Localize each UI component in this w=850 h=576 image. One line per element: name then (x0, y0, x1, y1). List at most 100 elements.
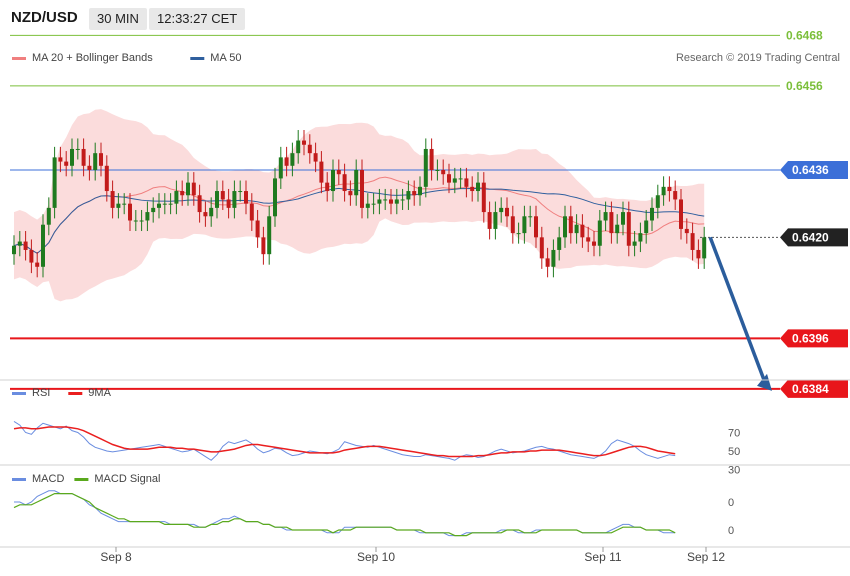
candle-body (696, 249, 701, 259)
candle-body (278, 157, 283, 179)
candle-body (128, 203, 132, 221)
candle-body (516, 233, 521, 235)
rsi-tick-1: 50 (728, 446, 740, 458)
symbol-title: NZD/USD (11, 9, 78, 26)
macd-tick-1: 0 (728, 525, 734, 537)
rsi-line (13, 420, 676, 461)
chart-header: NZD/USD 30 MIN 12:33:27 CET (0, 0, 850, 38)
candle-body (505, 207, 509, 217)
candle-body (441, 170, 446, 175)
candle-body (406, 191, 411, 200)
forecast-arrow-line (708, 236, 766, 381)
level-label-4: 0.6384 (792, 382, 829, 396)
candle-body (12, 245, 16, 255)
level-label-0: 0.6468 (786, 28, 823, 42)
candle-body (592, 241, 596, 246)
macd-signal-line (13, 493, 676, 537)
candle-body (470, 186, 475, 192)
rsi-tick-2: 30 (728, 465, 740, 477)
macd-legend-swatch-0 (12, 478, 26, 481)
last-price-label: 0.6420 (792, 230, 829, 244)
candle-body (244, 191, 248, 204)
level-tag-bg-3 (780, 329, 848, 348)
candle-body (145, 212, 150, 221)
candle-body (348, 191, 353, 196)
level-tag-bg-2 (780, 161, 848, 179)
candle-body (267, 216, 272, 255)
candle-body (99, 153, 103, 166)
candle-body (133, 220, 138, 222)
rsi-legend-swatch-1 (68, 392, 83, 395)
candle-body (499, 207, 504, 213)
candle-body (684, 228, 689, 234)
candle-body (365, 203, 370, 208)
candle-body (70, 148, 74, 166)
candle-body (673, 191, 678, 200)
candle-body (313, 153, 318, 162)
candle-body (650, 207, 654, 221)
candle-body (383, 199, 388, 201)
x-label-0: Sep 8 (100, 550, 132, 564)
candle-body (476, 182, 480, 192)
candle-body (563, 216, 567, 238)
candle-body (273, 178, 277, 217)
rsi-ma-line (13, 426, 676, 458)
candle-body (615, 224, 620, 234)
x-label-1: Sep 10 (357, 550, 395, 564)
candle-body (284, 157, 289, 166)
candle-body (35, 262, 40, 267)
candle-body (609, 212, 614, 234)
level-tag-4: 0.6384 (780, 379, 848, 398)
candle-body (46, 207, 51, 225)
candle-body (238, 191, 243, 193)
candle-body (325, 182, 330, 192)
candle-body (191, 182, 196, 196)
candle-body (174, 191, 179, 204)
level-label-2: 0.6436 (792, 163, 829, 177)
level-tag-bg-4 (780, 379, 848, 398)
candle-body (551, 249, 556, 267)
copyright-text: Research © 2019 Trading Central (676, 52, 840, 64)
candle-body (64, 161, 69, 166)
candle-body (157, 203, 161, 208)
candle-body (377, 199, 382, 204)
candle-body (162, 203, 167, 205)
candle-body (81, 148, 86, 166)
candle-body (702, 237, 707, 259)
candle-body (232, 191, 237, 208)
candle-body (661, 186, 666, 196)
candle-body (528, 216, 533, 218)
rsi-legend-swatch-0 (12, 392, 26, 395)
candle-body (447, 174, 451, 183)
rsi-legend-label-0: RSI (32, 387, 50, 399)
level-label-1: 0.6456 (786, 79, 823, 93)
candle-body (186, 182, 190, 196)
candle-body (215, 191, 219, 208)
candle-body (52, 157, 57, 208)
interval-badge[interactable]: 30 MIN (89, 8, 147, 30)
candle-body (296, 140, 301, 154)
candle-body (487, 212, 492, 229)
candle-body (220, 191, 225, 200)
candle-body (110, 191, 115, 208)
candle-body (493, 212, 498, 229)
forecast-arrow-head (757, 373, 772, 391)
macd-tick-0: 0 (728, 497, 734, 509)
candle-body (580, 224, 585, 238)
candle-body (168, 203, 173, 205)
bollinger-band (14, 109, 705, 302)
x-label-2: Sep 11 (584, 550, 621, 564)
candle-body (632, 241, 637, 246)
level-tag-3: 0.6396 (780, 329, 848, 348)
candle-body (75, 148, 80, 150)
macd-legend-swatch-1 (74, 478, 89, 481)
candle-body (545, 258, 550, 267)
candle-body (261, 237, 266, 255)
candle-body (458, 178, 463, 180)
macd-line (14, 490, 676, 537)
candle-body (452, 178, 457, 183)
candle-body (690, 233, 695, 250)
candle-body (418, 186, 422, 196)
candle-body (307, 144, 312, 154)
